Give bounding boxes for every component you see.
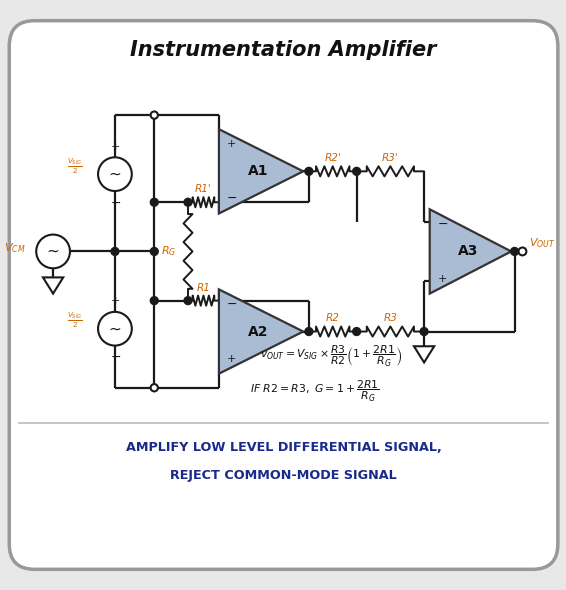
Text: R1': R1' [195, 185, 212, 194]
Text: $\frac{V_{SIG}}{2}$: $\frac{V_{SIG}}{2}$ [67, 310, 83, 330]
Text: ~: ~ [109, 166, 121, 182]
Circle shape [511, 247, 518, 255]
Text: R2': R2' [324, 153, 341, 163]
Circle shape [305, 327, 313, 336]
Circle shape [353, 327, 361, 336]
Circle shape [98, 158, 132, 191]
Circle shape [184, 297, 192, 304]
Text: +: + [111, 142, 120, 152]
Circle shape [151, 384, 158, 391]
Circle shape [353, 168, 361, 175]
Text: +: + [438, 274, 447, 284]
Text: +: + [111, 296, 120, 306]
Text: $V_{OUT}$: $V_{OUT}$ [529, 236, 556, 250]
Text: ~: ~ [47, 244, 59, 259]
Text: $IF\ R2 = R3,\ G = 1 + \dfrac{2R1}{R_G}$: $IF\ R2 = R3,\ G = 1 + \dfrac{2R1}{R_G}$ [250, 379, 379, 404]
Text: $v_{OUT} = V_{SIG} \times \dfrac{R3}{R2}\left(1 + \dfrac{2R1}{R_G}\right)$: $v_{OUT} = V_{SIG} \times \dfrac{R3}{R2}… [260, 344, 402, 369]
Text: REJECT COMMON-MODE SIGNAL: REJECT COMMON-MODE SIGNAL [170, 470, 397, 483]
Polygon shape [219, 129, 303, 214]
Text: −: − [110, 196, 121, 209]
Text: $V_{CM}$: $V_{CM}$ [4, 241, 25, 255]
Text: +: + [227, 139, 236, 149]
Polygon shape [219, 289, 303, 373]
Text: R2: R2 [326, 313, 340, 323]
Circle shape [111, 247, 119, 255]
Text: A2: A2 [248, 324, 268, 339]
Polygon shape [414, 346, 434, 362]
Text: AMPLIFY LOW LEVEL DIFFERENTIAL SIGNAL,: AMPLIFY LOW LEVEL DIFFERENTIAL SIGNAL, [126, 441, 441, 454]
Text: R1: R1 [196, 283, 211, 293]
Text: $R_G$: $R_G$ [161, 244, 177, 258]
Circle shape [518, 247, 526, 255]
Circle shape [151, 247, 158, 255]
Circle shape [420, 327, 428, 336]
Circle shape [151, 198, 158, 206]
Text: −: − [110, 351, 121, 364]
Text: Instrumentation Amplifier: Instrumentation Amplifier [130, 41, 437, 61]
Circle shape [184, 198, 192, 206]
Circle shape [305, 168, 313, 175]
Text: −: − [438, 218, 448, 231]
Text: R3: R3 [383, 313, 397, 323]
Text: A3: A3 [457, 244, 478, 258]
Text: −: − [227, 297, 237, 310]
FancyBboxPatch shape [9, 21, 558, 569]
Text: $\frac{V_{SIG}}{2}$: $\frac{V_{SIG}}{2}$ [67, 156, 83, 176]
Circle shape [151, 112, 158, 119]
Polygon shape [430, 209, 511, 294]
Text: A1: A1 [248, 165, 268, 178]
Circle shape [98, 312, 132, 346]
Circle shape [36, 235, 70, 268]
Text: −: − [227, 192, 237, 205]
Text: R3': R3' [382, 153, 398, 163]
Text: +: + [227, 354, 236, 364]
Text: ~: ~ [109, 321, 121, 336]
Polygon shape [43, 277, 63, 294]
Circle shape [151, 297, 158, 304]
